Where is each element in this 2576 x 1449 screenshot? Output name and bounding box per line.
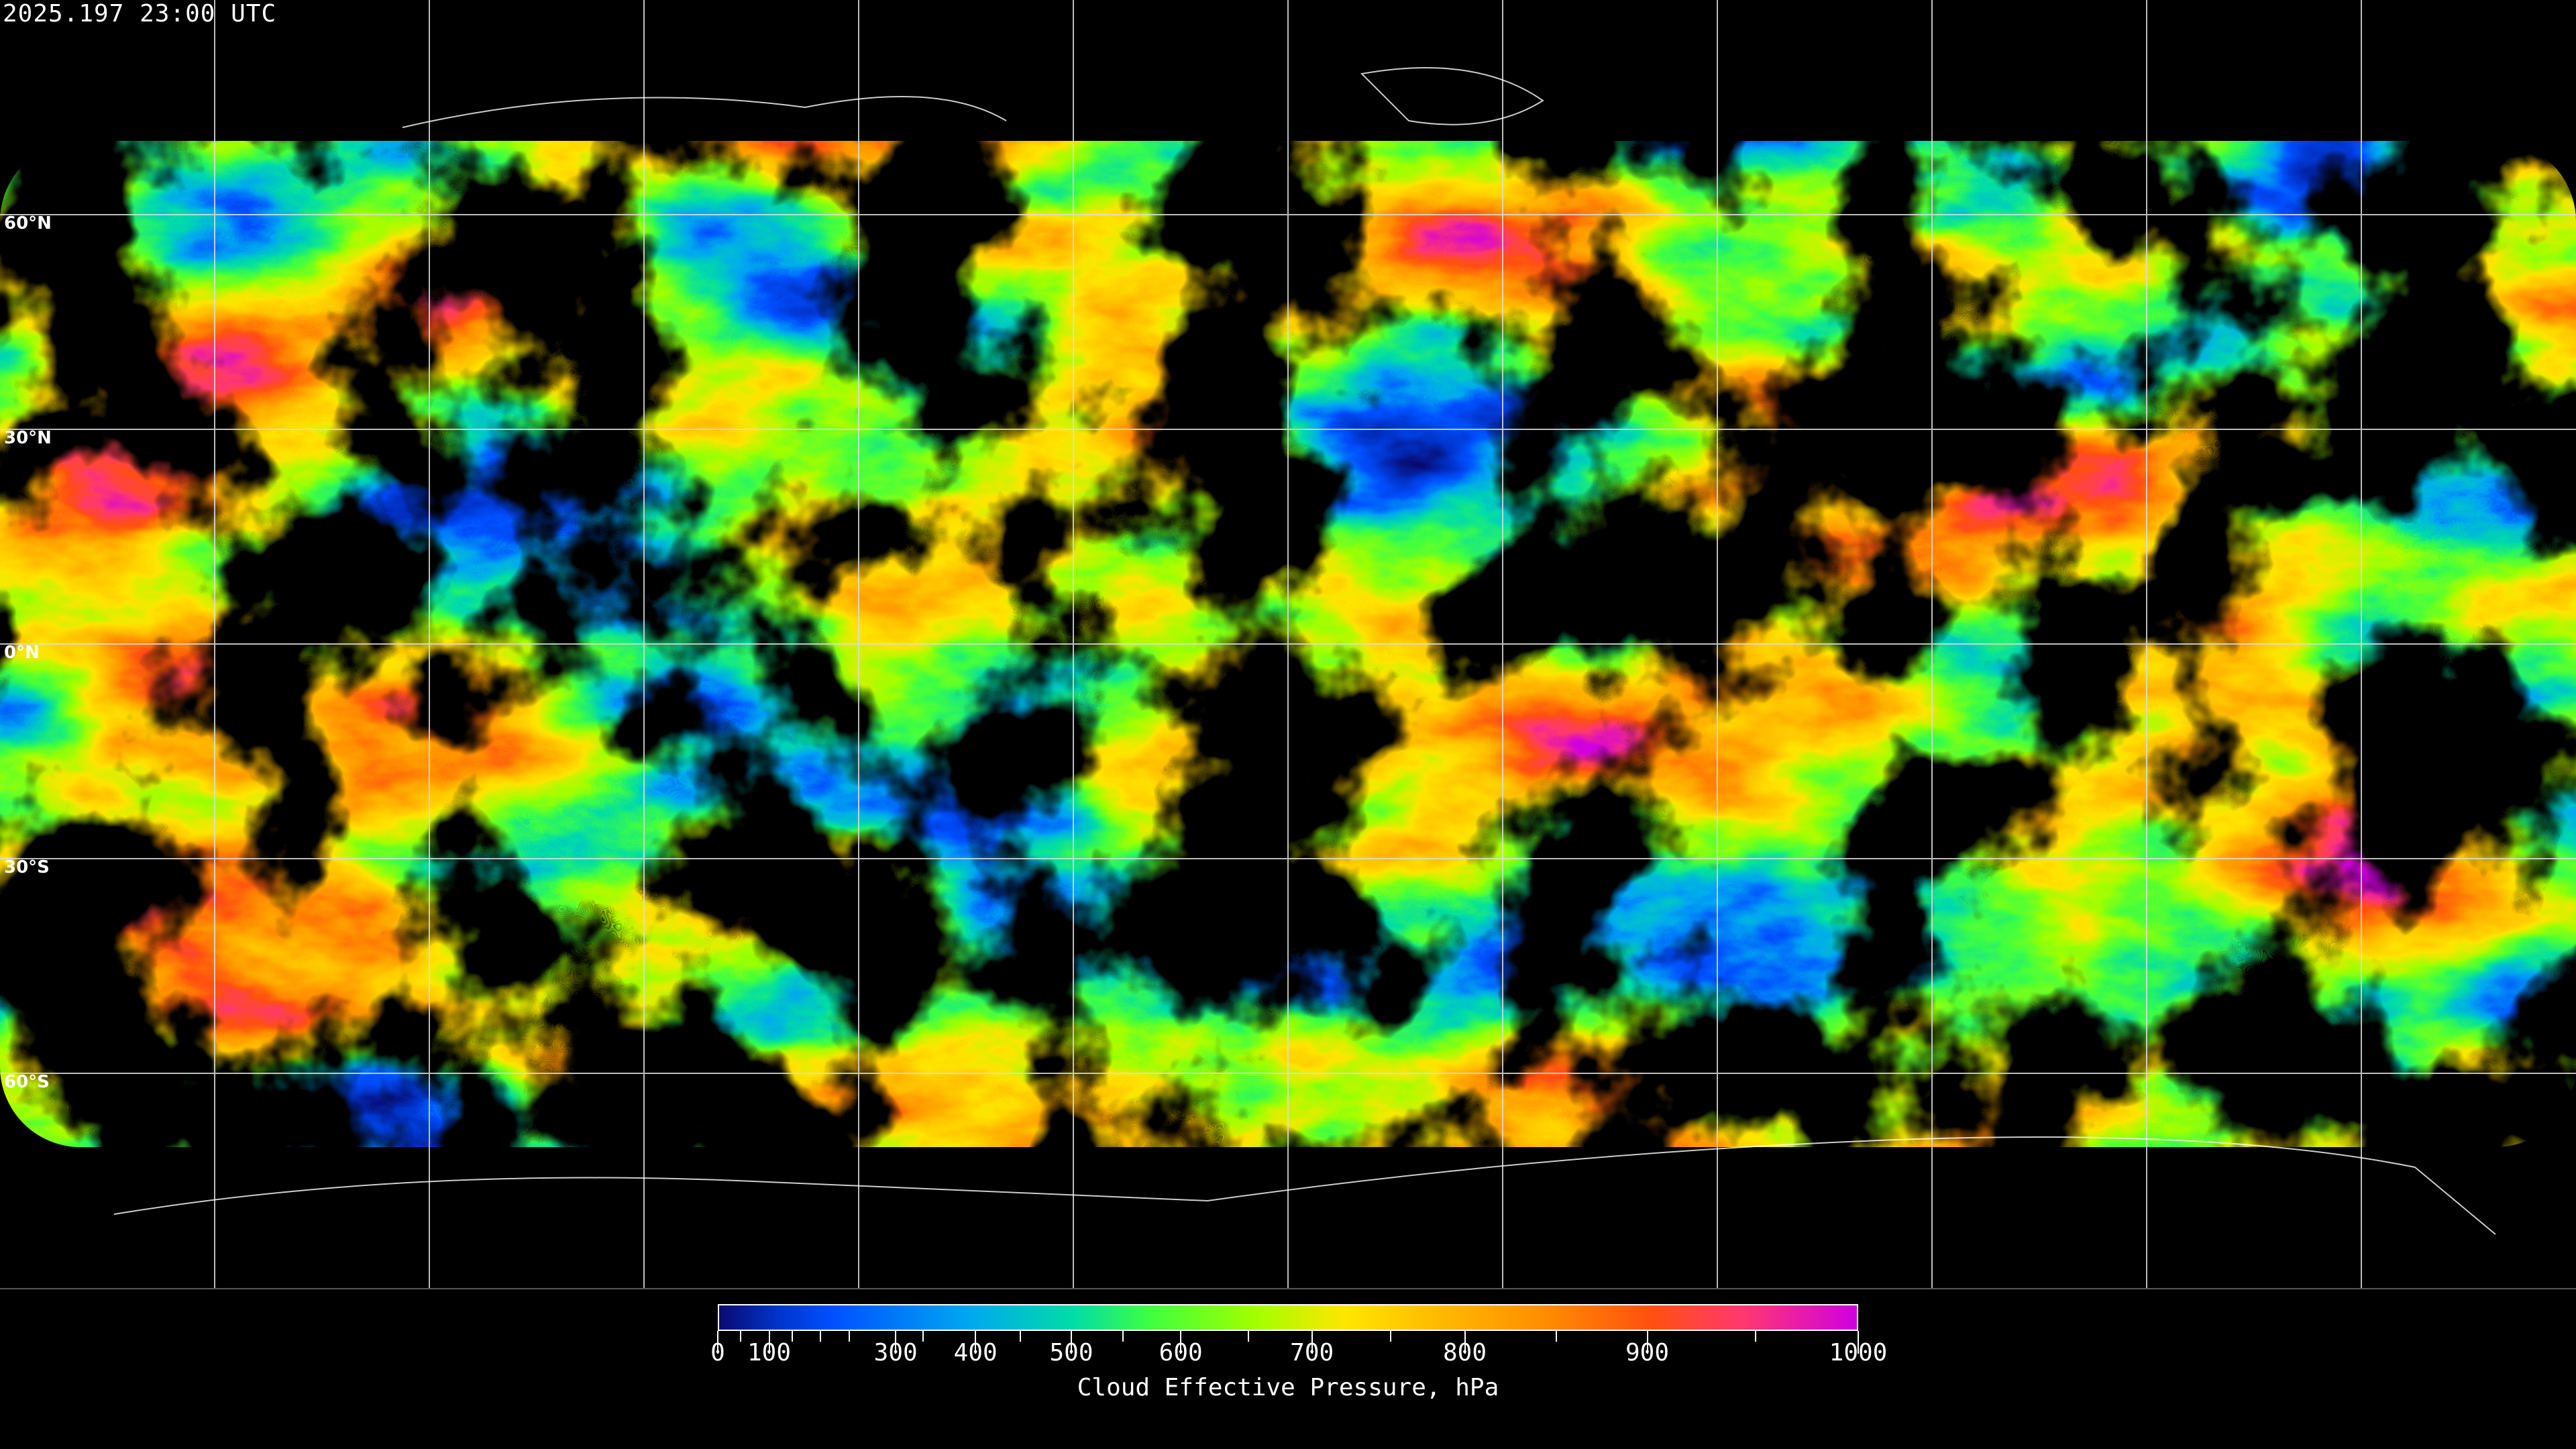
colorbar-ticks bbox=[0, 1331, 2576, 1358]
colorbar-tick-label: 700 bbox=[1290, 1339, 1334, 1366]
coastlines bbox=[113, 67, 2496, 1235]
colorbar-minor-tick bbox=[1755, 1331, 1756, 1342]
colorbar-minor-tick bbox=[740, 1331, 741, 1342]
colorbar-major-tick bbox=[895, 1331, 897, 1354]
colorbar-major-tick bbox=[768, 1331, 770, 1354]
colorbar-major-tick bbox=[1071, 1331, 1072, 1354]
colorbar-minor-tick bbox=[1019, 1331, 1021, 1342]
colorbar-tick-label: 400 bbox=[953, 1339, 998, 1366]
colorbar-label: Cloud Effective Pressure, hPa bbox=[1077, 1374, 1499, 1401]
colorbar-tick-label: 900 bbox=[1625, 1339, 1670, 1366]
map-bottom-border bbox=[0, 1288, 2576, 1289]
lat-label-60n: 60°N bbox=[4, 213, 52, 233]
lat-label-0n: 0°N bbox=[4, 643, 40, 663]
lat-label-30n: 30°N bbox=[4, 428, 52, 448]
timestamp-title: 2025.197 23:00 UTC bbox=[3, 0, 277, 28]
colorbar-minor-tick bbox=[1247, 1331, 1249, 1342]
antarctica-coastline bbox=[113, 1136, 2496, 1235]
colorbar-tick-label: 500 bbox=[1049, 1339, 1093, 1366]
colorbar-tick-label: 100 bbox=[747, 1339, 792, 1366]
cloud-pressure-map bbox=[0, 0, 2576, 1288]
colorbar-minor-tick bbox=[848, 1331, 850, 1342]
colorbar-major-tick bbox=[1646, 1331, 1648, 1354]
colorbar-major-tick bbox=[1858, 1331, 1859, 1354]
colorbar-minor-tick bbox=[1122, 1331, 1124, 1342]
lat-label-30s: 30°S bbox=[4, 857, 50, 877]
colorbar-minor-tick bbox=[1390, 1331, 1391, 1342]
colorbar-major-tick bbox=[1180, 1331, 1182, 1354]
colorbar-minor-tick bbox=[791, 1331, 793, 1342]
colorbar-tick-label: 0 bbox=[710, 1339, 725, 1366]
arctic-islands-coastline bbox=[402, 96, 1007, 128]
colorbar-major-tick bbox=[1311, 1331, 1313, 1354]
colorbar-tick-label: 600 bbox=[1159, 1339, 1203, 1366]
colorbar-minor-tick bbox=[1555, 1331, 1557, 1342]
colorbar-tick-label: 300 bbox=[873, 1339, 918, 1366]
colorbar-minor-tick bbox=[922, 1331, 924, 1342]
colorbar-major-tick bbox=[1464, 1331, 1466, 1354]
colorbar-tick-label: 1000 bbox=[1829, 1339, 1888, 1366]
colorbar-minor-tick bbox=[820, 1331, 821, 1342]
graticule bbox=[0, 0, 2576, 1288]
lat-label-60s: 60°S bbox=[4, 1072, 50, 1092]
greenland-coastline bbox=[1360, 67, 1544, 125]
colorbar-tick-label: 800 bbox=[1442, 1339, 1487, 1366]
colorbar-major-tick bbox=[717, 1331, 718, 1354]
colorbar bbox=[718, 1304, 1858, 1331]
colorbar-major-tick bbox=[975, 1331, 977, 1354]
